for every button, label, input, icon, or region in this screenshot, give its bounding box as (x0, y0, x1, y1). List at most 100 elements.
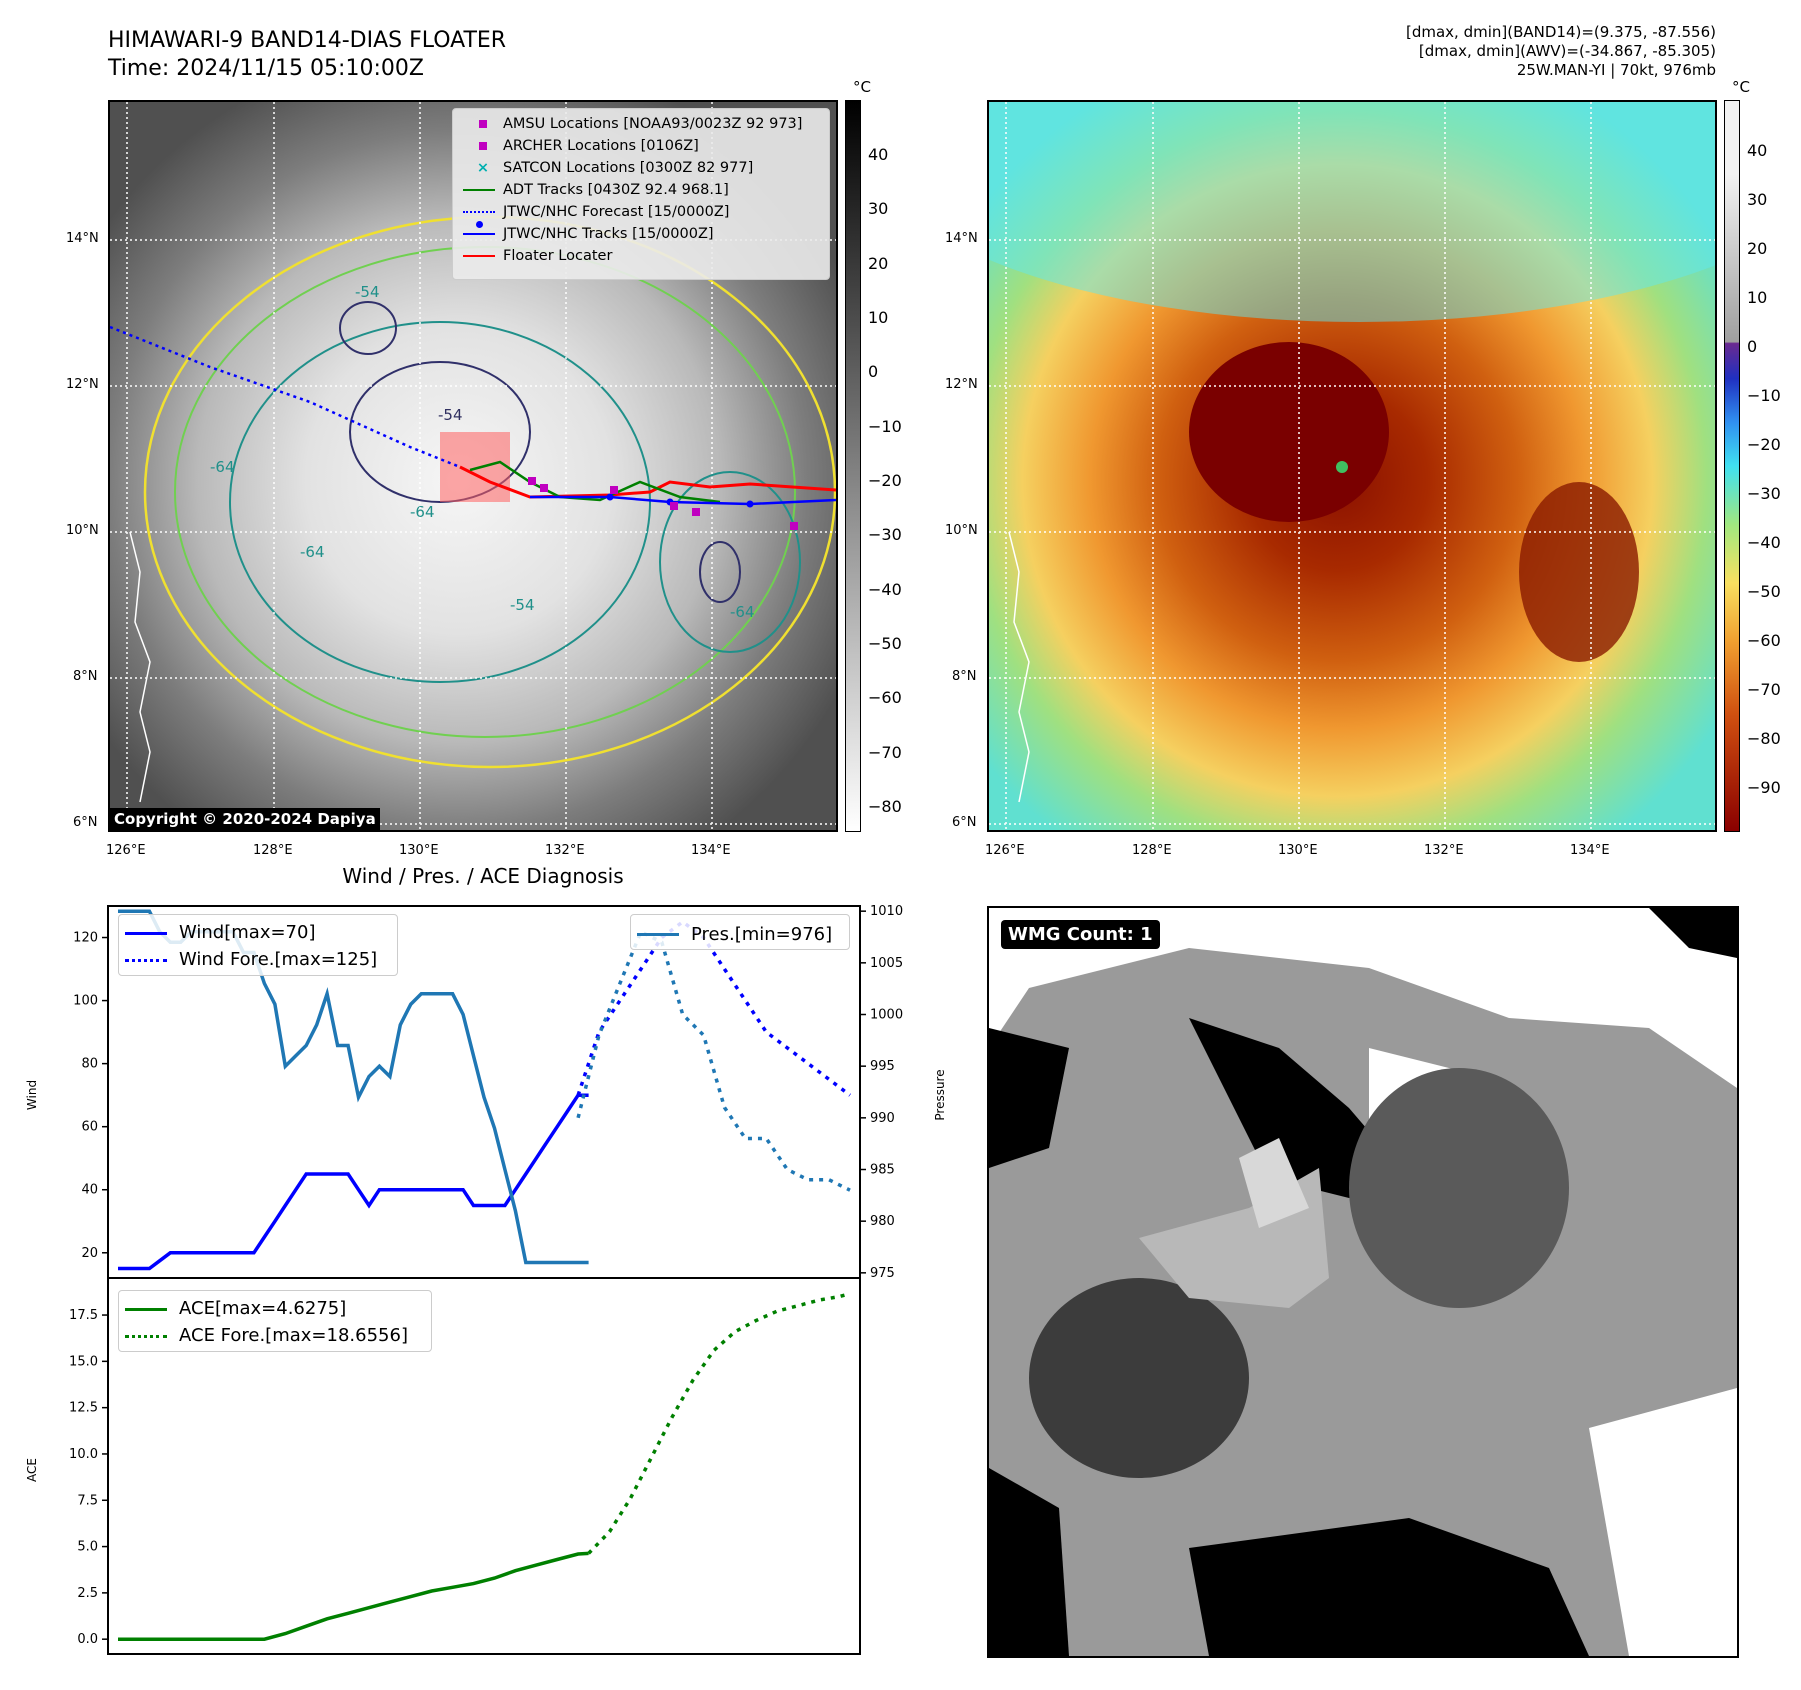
wind-axis-tick-label: 120 (73, 931, 98, 946)
contour-label: -64 (730, 603, 755, 621)
pressure-legend: Pres.[min=976] (630, 914, 850, 950)
contour-navy-east (699, 541, 741, 603)
legend-item-ace-forecast: ACE Fore.[max=18.6556] (125, 1322, 431, 1349)
wmg-dark-region-east (1349, 1068, 1569, 1308)
ace-axis-tick-label: 15.0 (69, 1354, 98, 1369)
ace-legend: ACE[max=4.6275] ACE Fore.[max=18.6556] (118, 1290, 432, 1352)
lon-tick: 132°E (1424, 843, 1464, 858)
colorbar-tick: 30 (868, 199, 889, 218)
line-marker-icon (463, 248, 503, 264)
colorbar-tick: −10 (1747, 386, 1781, 405)
adt-track (469, 460, 721, 504)
legend-label: Pres.[min=976] (691, 923, 833, 945)
contour-teal-main (229, 321, 651, 683)
coastline (129, 531, 151, 803)
colorbar-tick: 40 (1747, 141, 1768, 160)
lat-tick: 14°N (66, 231, 99, 246)
colorbar-tick: −50 (1747, 582, 1781, 601)
square-marker-icon (463, 138, 503, 154)
legend-item-amsu: AMSU Locations [NOAA93/0023Z 92 973] (463, 113, 829, 135)
pressure-axis-tick-label: 1000 (870, 1008, 903, 1023)
legend-label: ACE Fore.[max=18.6556] (179, 1325, 408, 1346)
colorbar-tick: −30 (868, 525, 902, 544)
left-colorbar (845, 100, 861, 832)
legend-label: ACE[max=4.6275] (179, 1298, 347, 1319)
lat-tick: 12°N (66, 377, 99, 392)
wmg-brightest-core (1239, 1138, 1309, 1228)
ace-axis-label: ACE (25, 1458, 39, 1482)
legend-label: ADT Tracks [0430Z 92.4 968.1] (503, 182, 729, 198)
colorbar-tick: 10 (868, 308, 889, 327)
floater-box (440, 432, 510, 502)
dotted-line-icon (463, 204, 503, 220)
colorbar-tick: −40 (868, 580, 902, 599)
right-colorbar-unit: °C (1732, 78, 1750, 96)
lon-tick: 128°E (253, 843, 293, 858)
contour-label: -54 (510, 596, 535, 614)
wmg-black-northeast (1649, 908, 1737, 958)
lon-tick: 134°E (691, 843, 731, 858)
ace-series-forecast (587, 1291, 851, 1555)
legend-item-forecast: JTWC/NHC Forecast [15/0000Z] (463, 201, 829, 223)
info-block: [dmax, dmin](BAND14)=(9.375, -87.556) [d… (1406, 23, 1716, 80)
pressure-axis-label: Pressure (933, 1069, 947, 1120)
contour-label: -64 (300, 543, 325, 561)
legend-label: Wind Fore.[max=125] (179, 949, 378, 970)
wmg-dark-region-west (1029, 1278, 1249, 1478)
line-dot-icon (463, 221, 503, 242)
dotted-line-icon (125, 949, 179, 970)
contour-label: -64 (410, 503, 435, 521)
wind-legend: Wind[max=70] Wind Fore.[max=125] (118, 914, 398, 976)
legend-label: JTWC/NHC Forecast [15/0000Z] (503, 204, 730, 220)
pressure-axis-tick-label: 990 (870, 1111, 895, 1126)
pressure-axis-tick-label: 980 (870, 1214, 895, 1229)
lon-tick: 128°E (1132, 843, 1172, 858)
right-colorbar (1724, 100, 1740, 832)
ace-axis-tick-label: 2.5 (77, 1586, 98, 1601)
color-map-gridlines (989, 102, 1715, 830)
legend-label: ARCHER Locations [0106Z] (503, 138, 699, 154)
legend-label: JTWC/NHC Tracks [15/0000Z] (503, 226, 714, 242)
lat-tick: 10°N (945, 523, 978, 538)
lat-tick: 8°N (952, 669, 977, 684)
info-storm: 25W.MAN-YI | 70kt, 976mb (1516, 61, 1716, 79)
solid-line-icon (125, 1298, 179, 1319)
figure-time: Time: 2024/11/15 05:10:00Z (108, 56, 424, 81)
lat-tick: 10°N (66, 523, 99, 538)
contour-navy-north (339, 301, 397, 355)
solid-line-icon (125, 922, 179, 943)
wmg-count-badge: WMG Count: 1 (1001, 920, 1160, 949)
square-marker-icon (463, 116, 503, 132)
floater-track (459, 465, 836, 499)
wind-axis-tick-label: 60 (81, 1120, 98, 1135)
colorbar-tick: 30 (1747, 190, 1768, 209)
figure-title: HIMAWARI-9 BAND14-DIAS FLOATER (108, 28, 507, 53)
amsu-archer-markers (528, 477, 798, 530)
legend-item-archer: ARCHER Locations [0106Z] (463, 135, 829, 157)
wmg-black-south (1189, 1518, 1589, 1656)
legend-label: Wind[max=70] (179, 922, 316, 943)
ace-axis-tick-label: 5.0 (77, 1540, 98, 1555)
ace-series-observed (118, 1551, 589, 1641)
eyewall-core (1189, 342, 1389, 522)
dotted-line-icon (125, 1325, 179, 1346)
lon-tick: 134°E (1570, 843, 1610, 858)
pressure-axis-tick-label: 1005 (870, 956, 903, 971)
lon-tick: 130°E (399, 843, 439, 858)
wind-axis-tick-label: 100 (73, 994, 98, 1009)
wind-axis-label: Wind (25, 1080, 39, 1110)
colorbar-tick: −30 (1747, 484, 1781, 503)
x-marker-icon: × (476, 160, 490, 176)
legend-label: SATCON Locations [0300Z 82 977] (503, 160, 754, 176)
lat-tick: 6°N (73, 815, 98, 830)
colorbar-tick: −40 (1747, 533, 1781, 552)
ace-axis-tick-label: 10.0 (69, 1447, 98, 1462)
contour-label: -54 (355, 283, 380, 301)
ace-axes (107, 1277, 861, 1655)
legend-item-wind-forecast: Wind Fore.[max=125] (125, 946, 397, 973)
colorbar-tick: −10 (868, 417, 902, 436)
colorbar-tick: −60 (868, 688, 902, 707)
lon-tick: 132°E (545, 843, 585, 858)
info-band14: [dmax, dmin](BAND14)=(9.375, -87.556) (1405, 23, 1716, 41)
lat-tick: 12°N (945, 377, 978, 392)
